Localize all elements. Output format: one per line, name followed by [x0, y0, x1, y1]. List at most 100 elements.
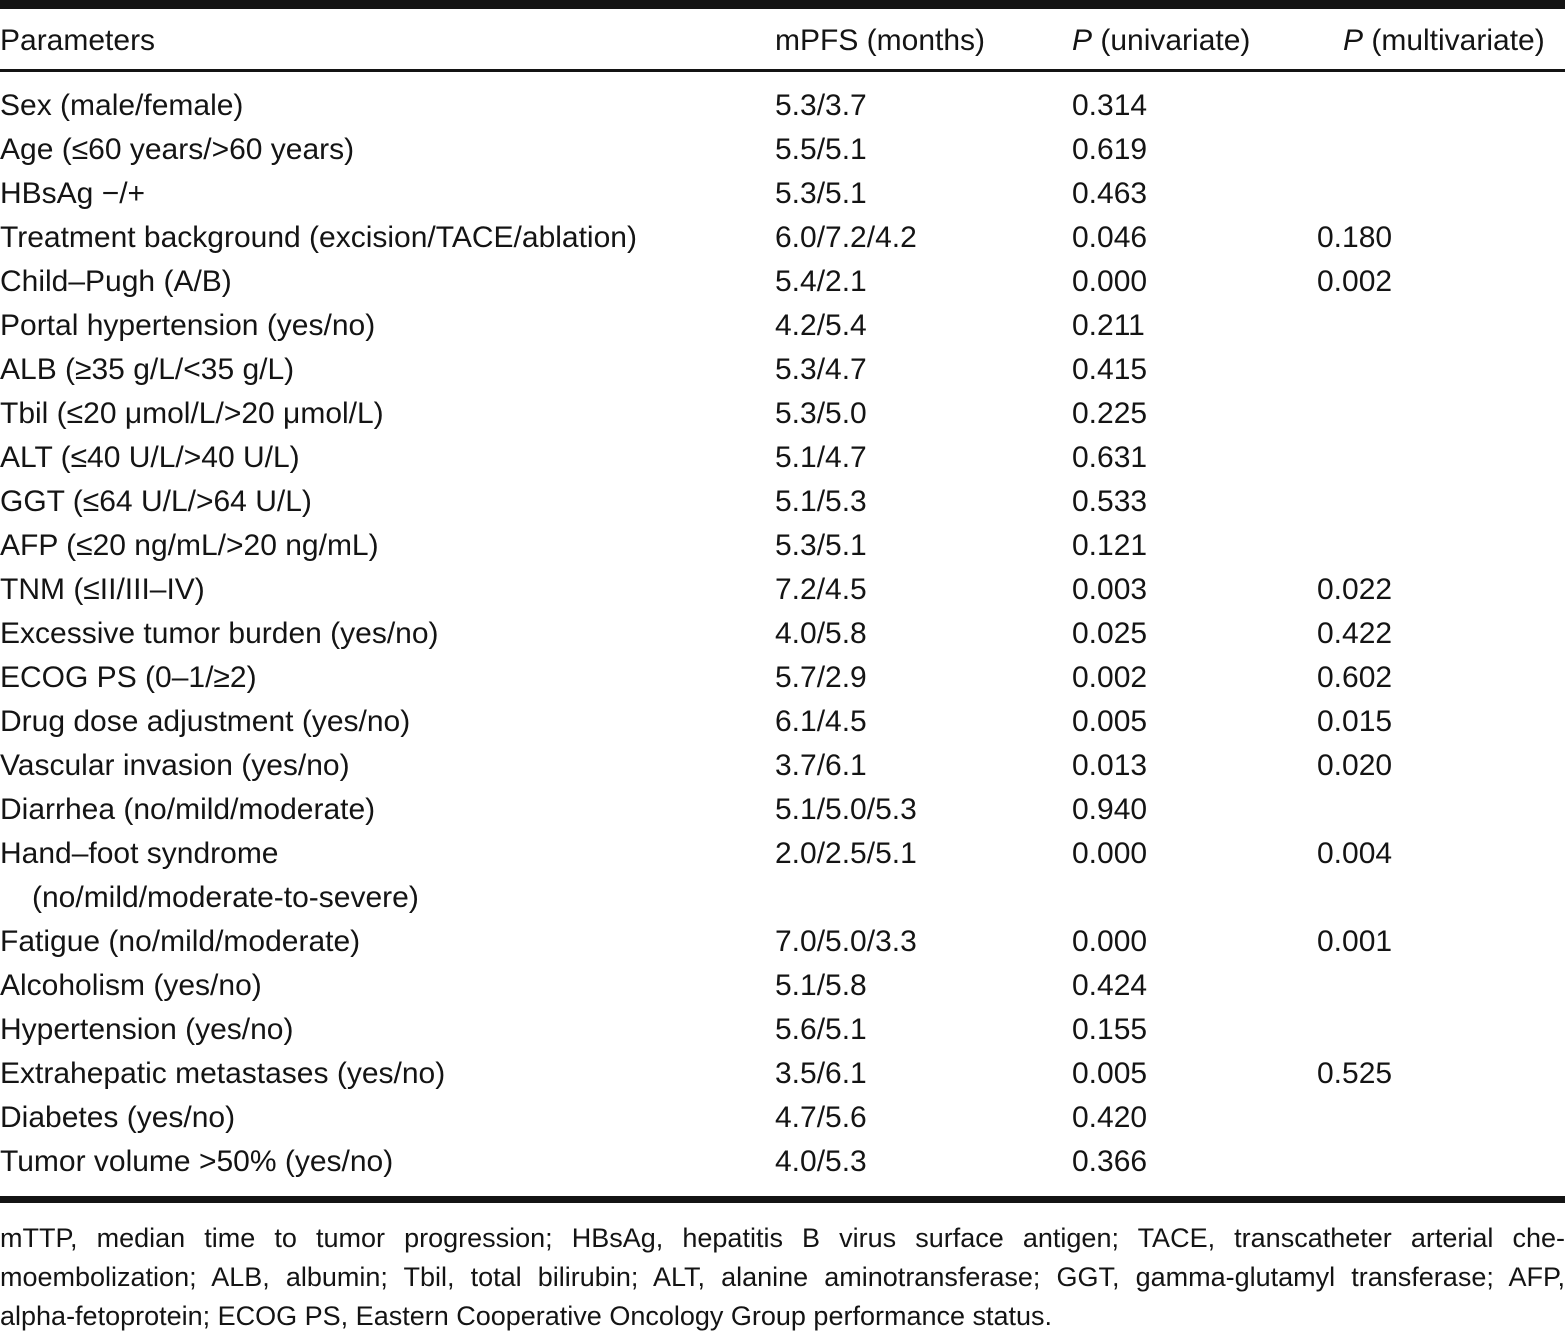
italic-p-symbol: P — [1072, 24, 1093, 57]
mpfs-value: 7.0/5.0/3.3 — [775, 925, 917, 958]
column-header-p-multivariate: P (multivariate) — [1317, 4, 1565, 72]
parameter-label: ALB (≥35 g/L/<35 g/L) — [0, 353, 295, 386]
p-multivariate-value — [1317, 128, 1565, 172]
table-row: Tbil (≤20 μmol/L/>20 μmol/L) 5.3/5.0 0.225 — [0, 392, 1565, 436]
table-row: ECOG PS (0–1/≥2) 5.7/2.9 0.002 0.602 — [0, 656, 1565, 700]
table-row: Diabetes (yes/no) 4.7/5.6 0.420 — [0, 1096, 1565, 1140]
parameter-label: Tbil (≤20 μmol/L/>20 μmol/L) — [0, 397, 384, 430]
parameter-cell: HBsAg −/+ — [0, 172, 775, 216]
table-footnote: mTTP, median time to tumor progression; … — [0, 1219, 1565, 1336]
p-univariate-value: 0.025 — [1072, 617, 1148, 650]
footnote-line-1: mTTP, median time to tumor progression; … — [0, 1223, 1565, 1253]
parameters-statistics-table: Parameters mPFS (months) P (univariate) P (… — [0, 0, 1565, 1203]
p-univariate-value: 0.415 — [1072, 353, 1148, 386]
parameter-cell: Excessive tumor burden (yes/no) — [0, 612, 775, 656]
parameter-cell: AFP (≤20 ng/mL/>20 ng/mL) — [0, 524, 775, 568]
p-multivariate-value — [1317, 1096, 1565, 1140]
table-row: ALT (≤40 U/L/>40 U/L) 5.1/4.7 0.631 — [0, 436, 1565, 480]
p-univariate-value: 0.631 — [1072, 441, 1148, 474]
italic-p-symbol: P — [1343, 24, 1364, 57]
p-multivariate-value — [1317, 1140, 1565, 1200]
p-multivariate-value: 0.001 — [1317, 925, 1393, 958]
p-univariate-value: 0.000 — [1072, 837, 1148, 870]
table-row: ALB (≥35 g/L/<35 g/L) 5.3/4.7 0.415 — [0, 348, 1565, 392]
p-multivariate-value — [1317, 392, 1565, 436]
table-header-row: Parameters mPFS (months) P (univariate) P (… — [0, 4, 1565, 72]
mpfs-value: 6.0/7.2/4.2 — [775, 221, 917, 254]
parameter-label: Hypertension (yes/no) — [0, 1013, 294, 1046]
footnote-line-3: alpha-fetoprotein; ECOG PS, Eastern Coop… — [0, 1301, 1053, 1331]
mpfs-value: 5.3/3.7 — [775, 89, 867, 122]
table-row: Excessive tumor burden (yes/no) 4.0/5.8 0.… — [0, 612, 1565, 656]
p-multivariate-value: 0.525 — [1317, 1057, 1393, 1090]
parameter-cell: ALT (≤40 U/L/>40 U/L) — [0, 436, 775, 480]
parameter-label: Sex (male/female) — [0, 89, 244, 122]
table-row: Fatigue (no/mild/moderate) 7.0/5.0/3.3 0.0… — [0, 920, 1565, 964]
p-univariate-value: 0.424 — [1072, 969, 1148, 1002]
parameter-cell: Child–Pugh (A/B) — [0, 260, 775, 304]
parameter-cell: Tumor volume >50% (yes/no) — [0, 1140, 775, 1200]
mpfs-value: 5.3/4.7 — [775, 353, 867, 386]
mpfs-value: 7.2/4.5 — [775, 573, 867, 606]
parameter-cell: GGT (≤64 U/L/>64 U/L) — [0, 480, 775, 524]
parameter-cell: ALB (≥35 g/L/<35 g/L) — [0, 348, 775, 392]
parameter-cell: Drug dose adjustment (yes/no) — [0, 700, 775, 744]
mpfs-value: 6.1/4.5 — [775, 705, 867, 738]
p-multivariate-value — [1317, 71, 1565, 129]
parameter-label: Fatigue (no/mild/moderate) — [0, 925, 361, 958]
mpfs-value: 5.4/2.1 — [775, 265, 867, 298]
p-multivariate-value: 0.020 — [1317, 749, 1393, 782]
table-row: Portal hypertension (yes/no) 4.2/5.4 0.211 — [0, 304, 1565, 348]
table-row: Diarrhea (no/mild/moderate) 5.1/5.0/5.3 0.… — [0, 788, 1565, 832]
parameter-label: Excessive tumor burden (yes/no) — [0, 617, 439, 650]
table-body: Sex (male/female) 5.3/3.7 0.314 Age (≤60 ye… — [0, 71, 1565, 1200]
parameter-cell: Vascular invasion (yes/no) — [0, 744, 775, 788]
p-univariate-value: 0.002 — [1072, 661, 1148, 694]
parameter-cell: Diarrhea (no/mild/moderate) — [0, 788, 775, 832]
parameter-cell: Extrahepatic metastases (yes/no) — [0, 1052, 775, 1096]
p-multivariate-value: 0.422 — [1317, 617, 1393, 650]
mpfs-value: 2.0/2.5/5.1 — [775, 837, 917, 870]
column-header-p-univariate: P (univariate) — [1072, 4, 1317, 72]
mpfs-value: 5.6/5.1 — [775, 1013, 867, 1046]
parameter-label: Treatment background (excision/TACE/abla… — [0, 221, 637, 254]
p-multivariate-value — [1317, 304, 1565, 348]
table-row: AFP (≤20 ng/mL/>20 ng/mL) 5.3/5.1 0.121 — [0, 524, 1565, 568]
p-multivariate-value — [1317, 480, 1565, 524]
mpfs-value: 4.7/5.6 — [775, 1101, 867, 1134]
mpfs-value: 3.5/6.1 — [775, 1057, 867, 1090]
mpfs-value: 5.1/5.8 — [775, 969, 867, 1002]
parameter-cell: Fatigue (no/mild/moderate) — [0, 920, 775, 964]
column-header-parameters: Parameters — [0, 4, 775, 72]
parameter-cell: Hypertension (yes/no) — [0, 1008, 775, 1052]
parameter-label: ALT (≤40 U/L/>40 U/L) — [0, 441, 300, 474]
parameter-label: ECOG PS (0–1/≥2) — [0, 661, 257, 694]
p-univariate-value: 0.000 — [1072, 265, 1148, 298]
table-row: Sex (male/female) 5.3/3.7 0.314 — [0, 71, 1565, 129]
p-univariate-value: 0.366 — [1072, 1145, 1148, 1178]
table-row: GGT (≤64 U/L/>64 U/L) 5.1/5.3 0.533 — [0, 480, 1565, 524]
mpfs-value: 5.3/5.1 — [775, 177, 867, 210]
parameter-label: Drug dose adjustment (yes/no) — [0, 705, 411, 738]
table-row: Vascular invasion (yes/no) 3.7/6.1 0.013 0.… — [0, 744, 1565, 788]
table-row: Drug dose adjustment (yes/no) 6.1/4.5 0.00… — [0, 700, 1565, 744]
p-univariate-value: 0.155 — [1072, 1013, 1148, 1046]
parameter-label: AFP (≤20 ng/mL/>20 ng/mL) — [0, 529, 379, 562]
p-multivariate-value — [1317, 788, 1565, 832]
parameter-cell: Portal hypertension (yes/no) — [0, 304, 775, 348]
table-row: Extrahepatic metastases (yes/no) 3.5/6.1 0… — [0, 1052, 1565, 1096]
parameter-label: HBsAg −/+ — [0, 177, 146, 210]
mpfs-value: 4.2/5.4 — [775, 309, 867, 342]
p-univariate-value: 0.121 — [1072, 529, 1148, 562]
p-univariate-value: 0.013 — [1072, 749, 1148, 782]
p-univariate-value: 0.225 — [1072, 397, 1148, 430]
p-univariate-value: 0.314 — [1072, 89, 1148, 122]
table-row: Alcoholism (yes/no) 5.1/5.8 0.424 — [0, 964, 1565, 1008]
p-univariate-value: 0.003 — [1072, 573, 1148, 606]
parameter-label: Diarrhea (no/mild/moderate) — [0, 793, 376, 826]
parameter-cell: Treatment background (excision/TACE/abla… — [0, 216, 775, 260]
mpfs-value: 5.3/5.1 — [775, 529, 867, 562]
p-multivariate-value — [1317, 436, 1565, 480]
parameter-cell: Diabetes (yes/no) — [0, 1096, 775, 1140]
